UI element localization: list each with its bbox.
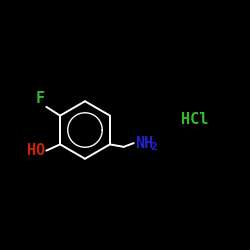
Text: HO: HO (26, 143, 45, 158)
Text: 2: 2 (150, 142, 157, 152)
Text: F: F (35, 90, 44, 106)
Text: NH: NH (135, 136, 153, 150)
Text: HCl: HCl (181, 112, 209, 128)
